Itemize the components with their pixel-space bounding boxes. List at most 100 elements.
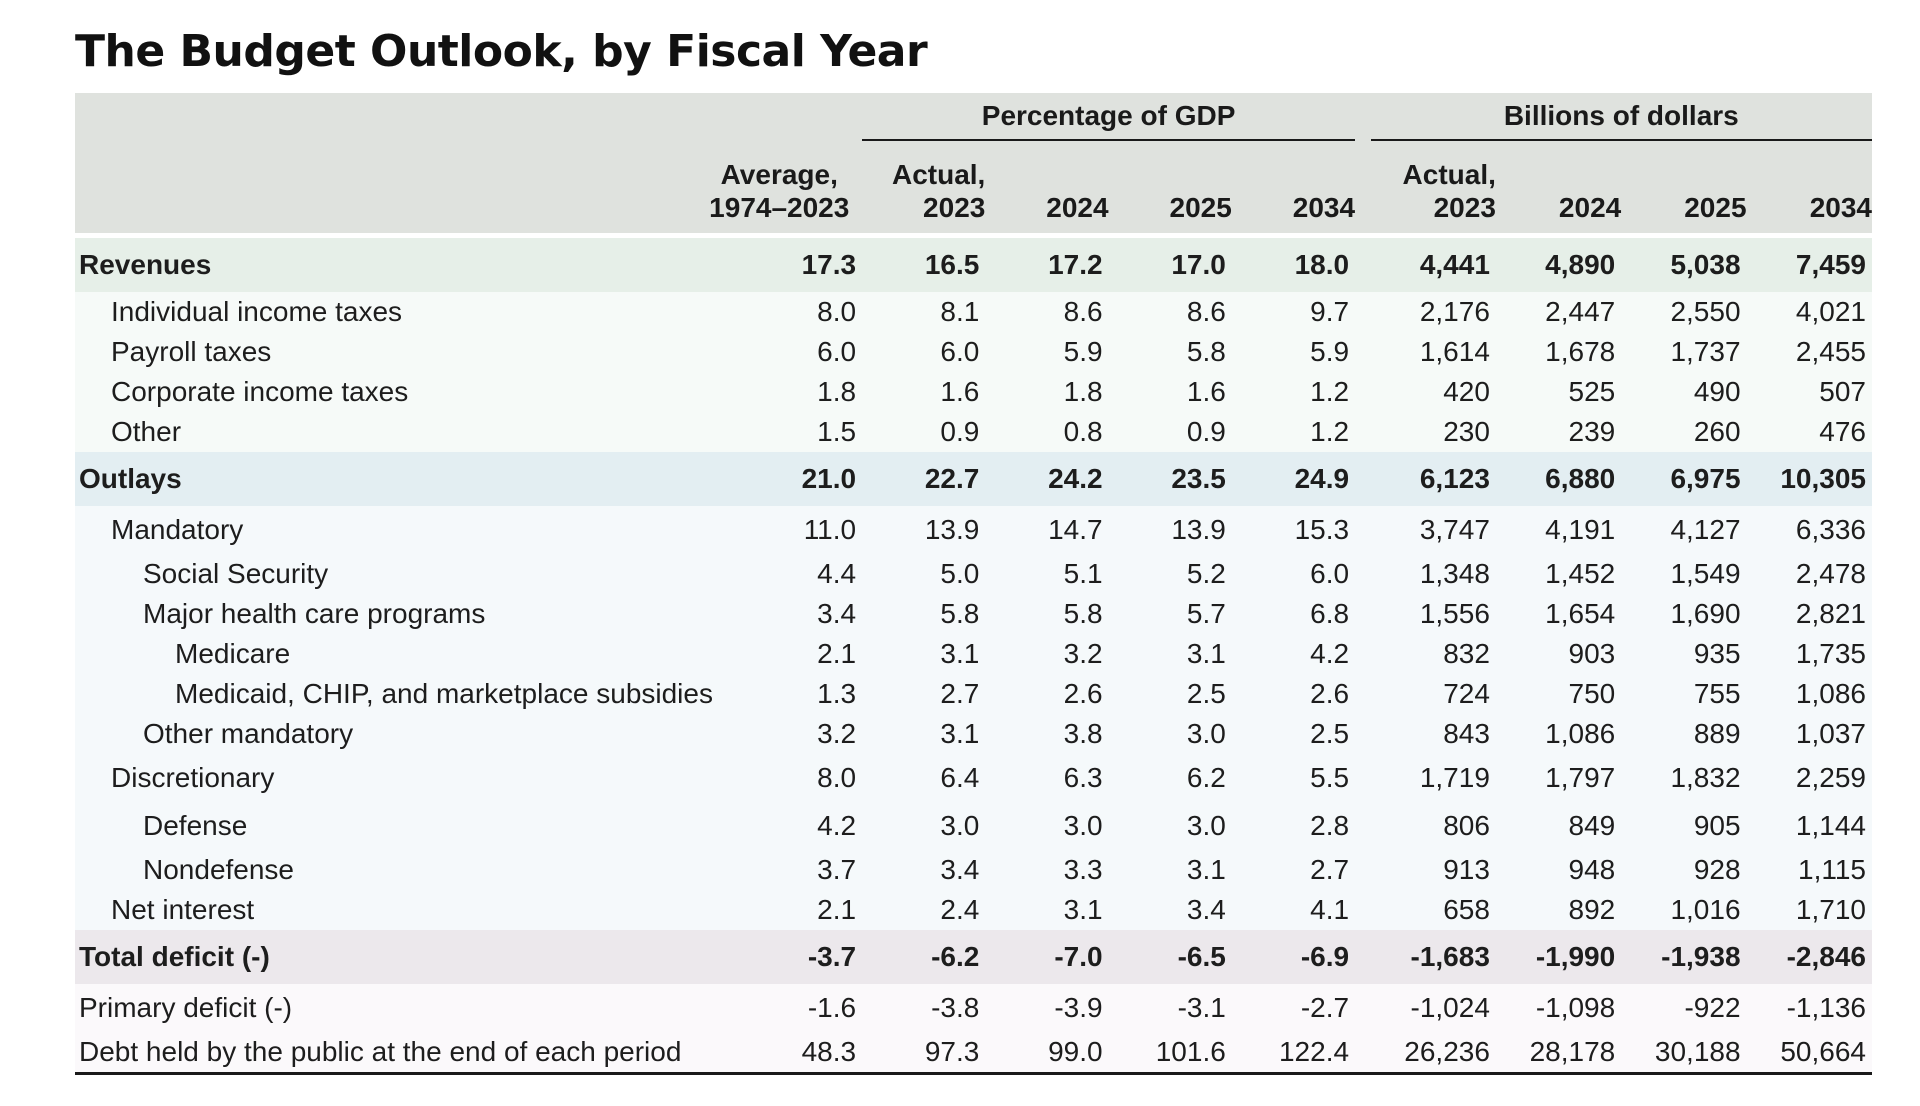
cell-pct-actual-2023: 8.1 — [862, 292, 986, 332]
cell-bn-2034: 1,144 — [1746, 802, 1872, 850]
row-label: Nondefense — [75, 850, 697, 890]
cell-bn-2024: 750 — [1495, 674, 1622, 714]
cell-bn-2034: 50,664 — [1746, 1032, 1872, 1075]
cell-pct-2024: 3.3 — [985, 850, 1109, 890]
cell-pct-actual-2023: 97.3 — [862, 1032, 986, 1075]
cell-average-1974-2023: 8.0 — [696, 292, 863, 332]
cell-bn-actual-2023: 420 — [1370, 372, 1496, 412]
cell-bn-2025: 2,550 — [1621, 292, 1747, 332]
header-blank — [75, 93, 697, 140]
row-medicare: Medicare 2.1 3.1 3.2 3.1 4.2 832 903 935 1,735 — [75, 634, 1872, 674]
cell-pct-2034: 6.0 — [1231, 554, 1356, 594]
row-discretionary: Discretionary 8.0 6.4 6.3 6.2 5.5 1,719 1,797 1,… — [75, 754, 1872, 802]
column-gap — [1355, 850, 1371, 890]
cell-bn-2024: 849 — [1495, 802, 1622, 850]
row-label: Social Security — [75, 554, 697, 594]
column-gap — [1355, 984, 1371, 1032]
row-label: Total deficit (-) — [75, 930, 697, 984]
cell-bn-actual-2023: 1,348 — [1370, 554, 1496, 594]
cell-pct-actual-2023: 2.4 — [862, 890, 986, 930]
cell-pct-actual-2023: 3.0 — [862, 802, 986, 850]
cell-average-1974-2023: -1.6 — [696, 984, 863, 1032]
cell-bn-2034: 1,735 — [1746, 634, 1872, 674]
cell-bn-2024: -1,990 — [1495, 930, 1622, 984]
column-header-average: Average, 1974–2023 — [696, 140, 863, 233]
row-label: Discretionary — [75, 754, 697, 802]
cell-pct-2034: 1.2 — [1231, 372, 1356, 412]
column-header-bn-2025: 2025 — [1621, 140, 1747, 233]
cell-bn-2034: -1,136 — [1746, 984, 1872, 1032]
cell-pct-2034: 4.2 — [1231, 634, 1356, 674]
cell-bn-2025: 1,016 — [1621, 890, 1747, 930]
column-gap — [1355, 506, 1371, 554]
cell-bn-actual-2023: 4,441 — [1370, 238, 1496, 292]
group-header-billions-of-dollars: Billions of dollars — [1370, 93, 1872, 141]
cell-pct-2025: 3.4 — [1108, 890, 1232, 930]
cell-pct-2034: 2.8 — [1231, 802, 1356, 850]
column-header-bn-2034: 2034 — [1746, 140, 1872, 233]
cell-pct-actual-2023: -6.2 — [862, 930, 986, 984]
cell-pct-2025: -3.1 — [1108, 984, 1232, 1032]
cell-pct-2025: -6.5 — [1108, 930, 1232, 984]
row-label: Revenues — [75, 238, 697, 292]
row-primary-deficit: Primary deficit (-) -1.6 -3.8 -3.9 -3.1 -2.7-… — [75, 984, 1872, 1032]
cell-pct-2034: 2.6 — [1231, 674, 1356, 714]
cell-pct-actual-2023: 22.7 — [862, 452, 986, 506]
column-gap — [1355, 1032, 1371, 1075]
cell-pct-actual-2023: 6.0 — [862, 332, 986, 372]
column-gap — [1355, 554, 1371, 594]
row-label: Defense — [75, 802, 697, 850]
cell-bn-2024: 1,654 — [1495, 594, 1622, 634]
cell-pct-2025: 17.0 — [1108, 238, 1232, 292]
cell-pct-2025: 3.1 — [1108, 850, 1232, 890]
cell-bn-2024: 525 — [1495, 372, 1622, 412]
row-medicaid-chip-marketplace: Medicaid, CHIP, and marketplace subsidie… — [75, 674, 1872, 714]
row-label: Outlays — [75, 452, 697, 506]
cell-average-1974-2023: 3.7 — [696, 850, 863, 890]
cell-average-1974-2023: 11.0 — [696, 506, 863, 554]
cell-bn-actual-2023: 26,236 — [1370, 1032, 1496, 1075]
cell-pct-2034: 1.2 — [1231, 412, 1356, 452]
cell-pct-2034: 2.7 — [1231, 850, 1356, 890]
cell-pct-actual-2023: 5.0 — [862, 554, 986, 594]
row-major-health-care-programs: Major health care programs 3.4 5.8 5.8 5.7 6.… — [75, 594, 1872, 634]
header-line: Actual, — [1402, 158, 1496, 190]
cell-average-1974-2023: 6.0 — [696, 332, 863, 372]
cell-pct-2025: 0.9 — [1108, 412, 1232, 452]
cell-pct-2024: 24.2 — [985, 452, 1109, 506]
header-line: 1974–2023 — [709, 192, 850, 224]
cell-bn-actual-2023: -1,683 — [1370, 930, 1496, 984]
row-label: Corporate income taxes — [75, 372, 697, 412]
cell-average-1974-2023: 4.4 — [696, 554, 863, 594]
row-social-security: Social Security 4.4 5.0 5.1 5.2 6.0 1,348 1,452… — [75, 554, 1872, 594]
cell-bn-2025: 1,737 — [1621, 332, 1747, 372]
cell-bn-2025: 755 — [1621, 674, 1747, 714]
cell-bn-actual-2023: -1,024 — [1370, 984, 1496, 1032]
header-line: Actual, — [891, 158, 986, 190]
cell-bn-2024: 4,191 — [1495, 506, 1622, 554]
cell-bn-2025: 4,127 — [1621, 506, 1747, 554]
cell-pct-2034: -6.9 — [1231, 930, 1356, 984]
cell-bn-2034: 1,037 — [1746, 714, 1872, 754]
cell-average-1974-2023: 21.0 — [696, 452, 863, 506]
row-outlays: Outlays 21.0 22.7 24.2 23.5 24.9 6,123 6,880 6,9… — [75, 452, 1872, 506]
cell-bn-2024: 1,452 — [1495, 554, 1622, 594]
row-label: Medicaid, CHIP, and marketplace subsidie… — [75, 674, 713, 714]
cell-pct-2034: 5.9 — [1231, 332, 1356, 372]
header-blank — [696, 93, 863, 140]
column-gap — [1355, 930, 1371, 984]
cell-pct-2025: 3.1 — [1108, 634, 1232, 674]
group-header-percentage-of-gdp: Percentage of GDP — [862, 93, 1356, 141]
cell-pct-actual-2023: 13.9 — [862, 506, 986, 554]
row-revenues: Revenues 17.3 16.5 17.2 17.0 18.0 4,441 4,890 5,… — [75, 238, 1872, 292]
cell-average-1974-2023: -3.7 — [696, 930, 863, 984]
cell-bn-2024: 2,447 — [1495, 292, 1622, 332]
cell-pct-2024: -3.9 — [985, 984, 1109, 1032]
column-header-bn-2024: 2024 — [1495, 140, 1622, 233]
cell-pct-2034: -2.7 — [1231, 984, 1356, 1032]
row-payroll-taxes: Payroll taxes 6.0 6.0 5.9 5.8 5.9 1,614 1,678 1,… — [75, 332, 1872, 372]
header-line: 2024 — [1046, 192, 1109, 224]
cell-bn-2025: 928 — [1621, 850, 1747, 890]
budget-outlook-table: Percentage of GDP Billions of dollars Av… — [75, 93, 1872, 1075]
cell-bn-2034: 2,821 — [1746, 594, 1872, 634]
